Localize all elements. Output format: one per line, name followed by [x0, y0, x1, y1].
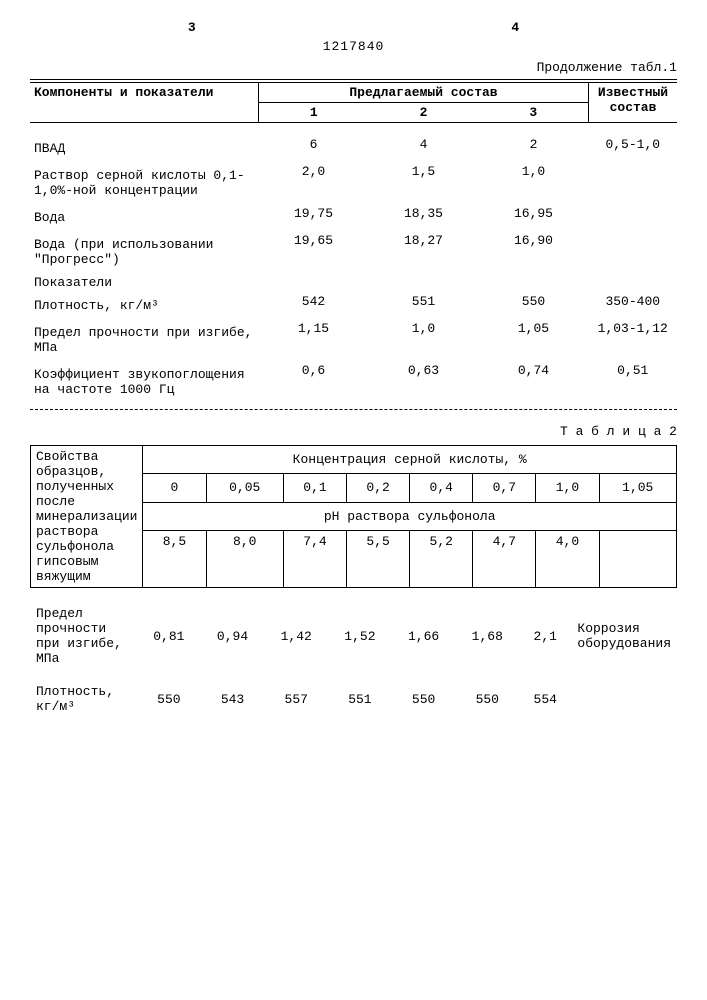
- t2-conc-cell: 0,2: [347, 474, 410, 502]
- table-row-label: ПВАД: [30, 135, 259, 162]
- t2-ph-cell: 8,0: [206, 531, 283, 588]
- t2-bottom-cell: 550: [392, 682, 456, 716]
- table-cell: 16,95: [478, 204, 588, 231]
- table-cell: 0,5-1,0: [589, 135, 678, 162]
- t2-bottom-cell: 543: [201, 682, 265, 716]
- t2-bottom-cell: 2,1: [519, 604, 571, 668]
- t2-bottom-cell: 1,68: [455, 604, 519, 668]
- page-right: 4: [511, 20, 519, 35]
- t2-ph-cell: 7,4: [283, 531, 346, 588]
- table-cell: 350-400: [589, 292, 678, 319]
- t2-ph-header: pH раствора сульфонола: [143, 502, 677, 530]
- t2-bottom-note: Коррозия оборудования: [571, 604, 677, 668]
- table-cell: 4: [368, 135, 478, 162]
- t2-conc-header: Концентрация серной кислоты, %: [143, 446, 677, 474]
- table-cell: 551: [368, 292, 478, 319]
- t2-ph-cell: [599, 531, 677, 588]
- table-cell: 6: [259, 135, 369, 162]
- t2-bottom-cell: 1,52: [328, 604, 392, 668]
- table-cell: 1,0: [368, 319, 478, 361]
- t2-ph-cell: 5,2: [410, 531, 473, 588]
- t1-head-proposed: Предлагаемый состав: [259, 83, 589, 103]
- table-cell: 1,0: [478, 162, 588, 204]
- table-row-label: Коэффициент звукопоглощения на частоте 1…: [30, 361, 259, 403]
- table-2: Свойства образцов, полученных после мине…: [30, 445, 677, 588]
- t2-conc-cell: 1,05: [599, 474, 677, 502]
- table-cell: 16,90: [478, 231, 588, 273]
- table-row-label: Раствор серной кислоты 0,1-1,0%-ной конц…: [30, 162, 259, 204]
- t1-col-3: 3: [478, 103, 588, 123]
- t2-side-label: Свойства образцов, полученных после мине…: [31, 446, 143, 588]
- doc-number: 1217840: [30, 39, 677, 54]
- t1-head-components: Компоненты и показатели: [30, 83, 259, 123]
- t2-conc-cell: 0,7: [473, 474, 536, 502]
- table-cell: 1,03-1,12: [589, 319, 678, 361]
- page-numbers: 3 4: [30, 20, 677, 35]
- t2-bottom-cell: 0,94: [201, 604, 265, 668]
- t2-bottom-cell: 1,42: [264, 604, 328, 668]
- table-cell: 19,75: [259, 204, 369, 231]
- t2-ph-cell: 4,0: [536, 531, 599, 588]
- table-cell: 2: [478, 135, 588, 162]
- table-1: Компоненты и показатели Предлагаемый сос…: [30, 82, 677, 403]
- table-row-label: Вода (при использовании "Прогресс"): [30, 231, 259, 273]
- t2-bottom-cell: 551: [328, 682, 392, 716]
- t2-ph-cell: 4,7: [473, 531, 536, 588]
- table-cell: 2,0: [259, 162, 369, 204]
- table-cell: 1,15: [259, 319, 369, 361]
- table-cell: 0,51: [589, 361, 678, 403]
- table-cell: 0,74: [478, 361, 588, 403]
- t2-bottom-label: Плотность, кг/м³: [30, 682, 137, 716]
- t2-bottom-cell: 550: [455, 682, 519, 716]
- t2-bottom-cell: 557: [264, 682, 328, 716]
- t2-conc-cell: 1,0: [536, 474, 599, 502]
- t2-conc-cell: 0,1: [283, 474, 346, 502]
- page-left: 3: [188, 20, 196, 35]
- table-row-label: Предел прочности при изгибе, МПа: [30, 319, 259, 361]
- t1-col-1: 1: [259, 103, 369, 123]
- t2-ph-cell: 5,5: [347, 531, 410, 588]
- t2-bottom-cell: 0,81: [137, 604, 201, 668]
- t2-bottom-cell: 554: [519, 682, 571, 716]
- table-row-label: Плотность, кг/м³: [30, 292, 259, 319]
- table-cell: 550: [478, 292, 588, 319]
- table-cell: 18,35: [368, 204, 478, 231]
- t1-col-2: 2: [368, 103, 478, 123]
- t1-indicators-label: Показатели: [30, 273, 677, 292]
- t2-bottom-cell: 550: [137, 682, 201, 716]
- table-2-bottom: Предел прочности при изгибе, МПа0,810,94…: [30, 604, 677, 730]
- table-cell: [589, 162, 678, 204]
- t2-bottom-label: Предел прочности при изгибе, МПа: [30, 604, 137, 668]
- t2-conc-cell: 0,4: [410, 474, 473, 502]
- t2-bottom-note: [571, 682, 677, 716]
- table-cell: 542: [259, 292, 369, 319]
- table-cell: 19,65: [259, 231, 369, 273]
- t2-conc-cell: 0: [143, 474, 206, 502]
- table-cell: 1,5: [368, 162, 478, 204]
- table-cell: 0,63: [368, 361, 478, 403]
- t2-conc-cell: 0,05: [206, 474, 283, 502]
- table-cell: [589, 231, 678, 273]
- continuation-label: Продолжение табл.1: [30, 60, 677, 75]
- table-2-caption: Т а б л и ц а 2: [30, 424, 677, 439]
- t1-head-known: Известный состав: [589, 83, 678, 123]
- table-cell: 0,6: [259, 361, 369, 403]
- t2-ph-cell: 8,5: [143, 531, 206, 588]
- table-cell: [589, 204, 678, 231]
- t2-bottom-cell: 1,66: [392, 604, 456, 668]
- table-row-label: Вода: [30, 204, 259, 231]
- table-cell: 18,27: [368, 231, 478, 273]
- table-cell: 1,05: [478, 319, 588, 361]
